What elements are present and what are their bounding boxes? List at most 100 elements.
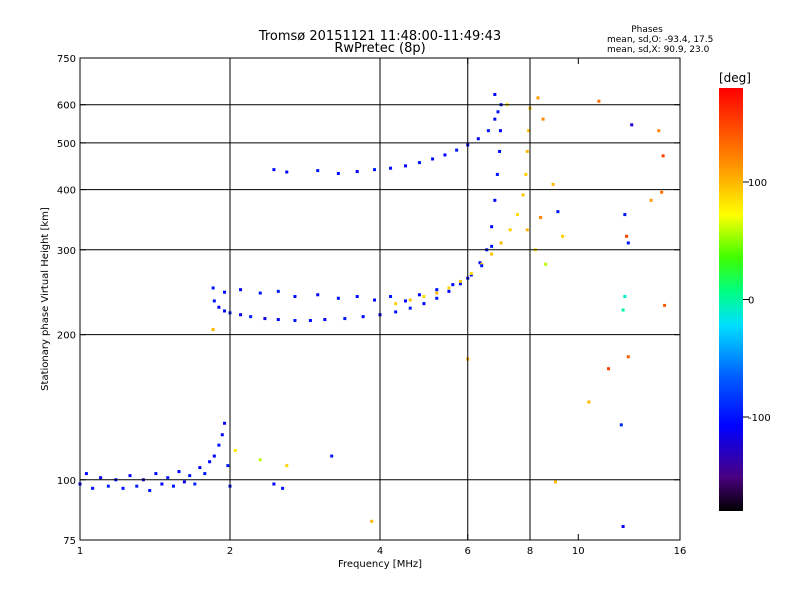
- colorbar-tick-label: 0: [748, 296, 754, 307]
- data-point: [422, 302, 426, 306]
- data-point: [148, 489, 152, 493]
- data-point: [469, 273, 473, 277]
- data-point: [258, 291, 262, 295]
- data-point: [527, 129, 531, 133]
- data-point: [476, 137, 480, 141]
- chart-title-line1: Tromsø 20151121 11:48:00-11:49:43: [258, 29, 501, 44]
- data-point: [389, 295, 393, 299]
- data-point: [160, 482, 164, 486]
- y-tick-label: 75: [63, 536, 76, 547]
- data-point: [408, 298, 412, 302]
- data-point: [217, 443, 221, 447]
- data-point: [458, 279, 462, 283]
- data-point: [211, 328, 215, 332]
- data-point: [263, 317, 267, 321]
- data-point: [417, 161, 421, 165]
- chart-title-line2: RwPretec (8p): [334, 41, 425, 56]
- data-point: [490, 252, 494, 256]
- data-point: [498, 129, 502, 133]
- data-point: [182, 480, 186, 484]
- x-axis-label: Frequency [MHz]: [338, 559, 422, 570]
- data-point: [84, 472, 88, 476]
- data-point: [217, 305, 221, 309]
- data-point: [626, 355, 630, 359]
- data-point: [336, 296, 340, 300]
- y-tick-label: 500: [57, 139, 76, 150]
- data-point: [408, 306, 412, 310]
- data-point: [343, 317, 347, 321]
- data-point: [469, 271, 473, 275]
- data-point: [233, 449, 237, 453]
- data-point: [193, 482, 197, 486]
- data-point: [330, 454, 334, 458]
- plot-points-layer: [78, 92, 667, 528]
- series-group: [78, 421, 285, 493]
- data-point: [478, 261, 482, 265]
- data-point: [597, 99, 601, 103]
- data-point: [91, 486, 95, 490]
- series-group: [212, 92, 502, 323]
- y-tick-label: 750: [57, 54, 76, 65]
- data-point: [556, 210, 560, 214]
- data-point: [496, 110, 500, 114]
- data-point: [661, 154, 665, 158]
- data-point: [135, 484, 139, 488]
- x-tick-label: 1: [77, 546, 83, 557]
- series-group: [211, 244, 494, 303]
- data-point: [212, 454, 216, 458]
- data-point: [285, 464, 289, 468]
- data-point: [208, 460, 212, 464]
- data-point: [99, 476, 103, 480]
- data-point: [435, 296, 439, 300]
- data-point: [211, 286, 215, 290]
- data-point: [394, 302, 398, 306]
- data-point: [499, 241, 503, 245]
- data-point: [493, 92, 497, 96]
- data-point: [336, 171, 340, 175]
- data-point: [128, 474, 132, 478]
- data-point: [515, 213, 519, 217]
- phases-line-x: mean, sd,X: 90.9, 23.0: [607, 45, 710, 55]
- colorbar-tick-label: -100: [748, 413, 771, 424]
- data-point: [249, 315, 253, 319]
- colorbar-ticks: 100 0 -100: [743, 178, 771, 424]
- data-point: [323, 318, 327, 322]
- data-point: [626, 241, 630, 245]
- tick-layer: 1 2 4 6 8 10 16 75 100 200 300 400 500 600 750: [57, 54, 686, 557]
- data-point: [226, 464, 230, 468]
- data-point: [355, 170, 359, 174]
- data-point: [373, 298, 377, 302]
- data-point: [607, 367, 611, 371]
- data-point: [561, 234, 565, 238]
- data-point: [389, 166, 393, 170]
- data-point: [171, 484, 175, 488]
- data-point: [621, 524, 625, 528]
- data-point: [285, 170, 289, 174]
- data-point: [493, 117, 497, 121]
- data-point: [587, 400, 591, 404]
- data-point: [630, 123, 634, 127]
- data-point: [223, 421, 227, 425]
- data-point: [308, 319, 312, 323]
- x-tick-label: 4: [377, 546, 383, 557]
- data-point: [316, 169, 320, 173]
- data-point: [551, 182, 555, 186]
- series-group: [211, 99, 667, 528]
- data-point: [198, 466, 202, 470]
- grid-layer: [80, 58, 680, 540]
- data-point: [544, 262, 548, 266]
- data-point: [355, 295, 359, 299]
- x-tick-label: 6: [465, 546, 471, 557]
- data-point: [188, 474, 192, 478]
- data-point: [553, 480, 557, 484]
- data-point: [486, 129, 490, 133]
- data-point: [508, 228, 512, 232]
- data-point: [370, 519, 374, 523]
- colorbar: [719, 88, 743, 511]
- data-point: [203, 472, 207, 476]
- x-tick-label: 16: [674, 546, 687, 557]
- data-point: [490, 244, 494, 248]
- data-point: [422, 295, 426, 299]
- data-point: [625, 234, 629, 238]
- data-point: [619, 423, 623, 427]
